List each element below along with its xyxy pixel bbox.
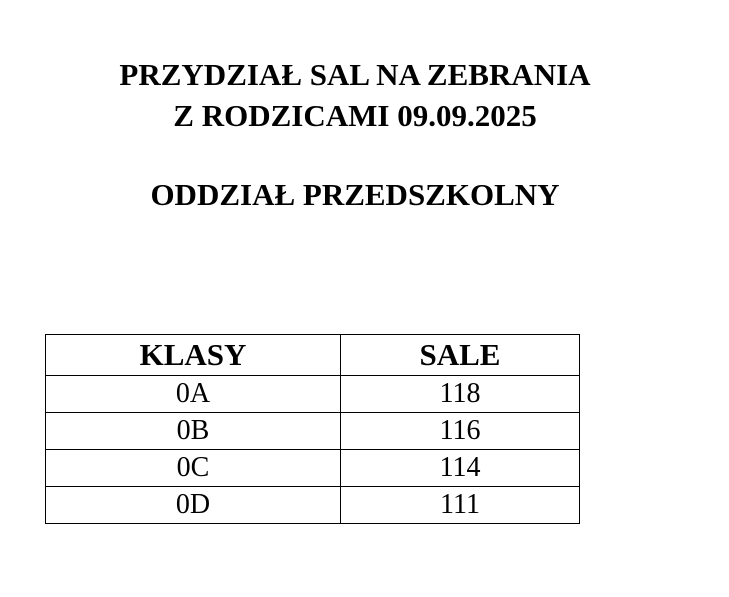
table-row: 0D 111	[45, 486, 580, 524]
header-sale: SALE	[340, 334, 580, 376]
title-line-2: Z RODZICAMI 09.09.2025	[173, 98, 537, 133]
room-cell: 114	[340, 449, 580, 487]
room-assignment-table: KLASY SALE 0A 118 0B 116 0C 114 0D 111	[45, 334, 580, 524]
table-row: 0B 116	[45, 412, 580, 450]
class-cell: 0D	[45, 486, 341, 524]
room-cell: 118	[340, 375, 580, 413]
class-cell: 0C	[45, 449, 341, 487]
table-header-row: KLASY SALE	[45, 334, 580, 376]
room-cell: 111	[340, 486, 580, 524]
table-row: 0C 114	[45, 449, 580, 487]
room-cell: 116	[340, 412, 580, 450]
class-cell: 0B	[45, 412, 341, 450]
section-heading: ODDZIAŁ PRZEDSZKOLNY	[150, 177, 560, 212]
class-cell: 0A	[45, 375, 341, 413]
table-row: 0A 118	[45, 375, 580, 413]
header-klasy: KLASY	[45, 334, 341, 376]
title-line-1: PRZYDZIAŁ SAL NA ZEBRANIA	[119, 57, 591, 92]
